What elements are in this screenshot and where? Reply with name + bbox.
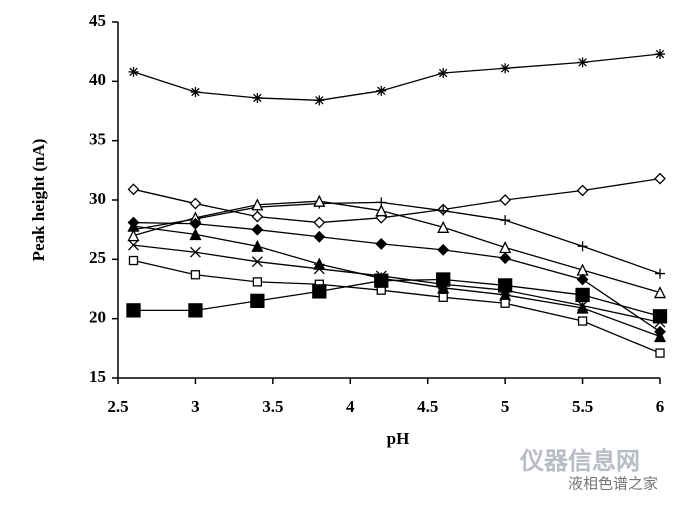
marker — [251, 198, 264, 211]
x-axis-label: pH — [387, 429, 410, 448]
marker — [314, 95, 325, 106]
marker — [250, 293, 265, 309]
marker — [437, 220, 450, 233]
x-tick-label: 4 — [346, 397, 355, 416]
marker — [500, 298, 510, 308]
y-tick-label: 30 — [89, 189, 106, 208]
marker — [312, 284, 327, 299]
marker — [190, 270, 201, 280]
marker — [497, 278, 513, 293]
marker — [655, 49, 665, 60]
marker — [252, 92, 263, 103]
marker — [655, 268, 665, 279]
marker — [251, 239, 264, 252]
marker — [251, 210, 264, 223]
marker — [654, 172, 666, 185]
x-tick-label: 5 — [501, 397, 510, 416]
marker — [500, 215, 511, 226]
marker — [126, 303, 141, 318]
marker — [188, 303, 203, 318]
marker — [438, 292, 448, 302]
marker — [653, 286, 667, 299]
watermark: 仪器信息网 — [519, 447, 640, 475]
marker — [499, 194, 512, 206]
marker — [127, 219, 140, 232]
marker — [190, 87, 201, 98]
marker — [438, 205, 449, 216]
marker — [499, 252, 512, 265]
x-tick-label: 2.5 — [107, 397, 128, 416]
marker — [374, 273, 389, 288]
marker — [653, 330, 667, 343]
x-tick-label: 6 — [656, 397, 665, 416]
marker — [127, 183, 140, 196]
marker — [577, 57, 588, 68]
marker — [313, 216, 326, 229]
marker — [376, 85, 387, 96]
marker — [575, 287, 590, 303]
marker — [577, 316, 588, 326]
marker — [577, 241, 588, 252]
y-tick-label: 40 — [89, 70, 106, 89]
marker — [313, 194, 326, 207]
marker — [576, 184, 589, 197]
x-tick-label: 3 — [191, 397, 200, 416]
y-tick-label: 25 — [89, 248, 106, 267]
marker — [577, 300, 589, 312]
marker — [127, 229, 140, 242]
marker — [436, 272, 451, 287]
x-tick-label: 5.5 — [572, 397, 593, 416]
marker — [500, 63, 511, 74]
marker — [576, 263, 589, 276]
marker — [375, 204, 388, 217]
x-tick-label: 4.5 — [417, 397, 438, 416]
y-tick-label: 20 — [89, 308, 106, 327]
marker — [251, 223, 264, 236]
marker — [313, 263, 325, 275]
marker — [189, 227, 202, 241]
watermark: 液相色谱之家 — [568, 475, 658, 493]
y-axis-label: Peak height (nA) — [29, 139, 48, 262]
y-tick-label: 15 — [89, 367, 106, 386]
marker — [251, 256, 263, 268]
marker — [375, 237, 388, 250]
marker — [576, 273, 589, 286]
marker — [438, 68, 449, 79]
marker — [652, 309, 668, 324]
x-tick-label: 3.5 — [262, 397, 283, 416]
marker — [128, 66, 139, 77]
y-tick-label: 45 — [89, 11, 106, 30]
marker — [313, 257, 326, 270]
marker — [128, 255, 139, 266]
marker — [128, 239, 139, 251]
marker — [437, 243, 450, 256]
marker — [499, 241, 512, 254]
y-tick-label: 35 — [89, 130, 106, 149]
marker — [655, 348, 665, 358]
marker — [189, 246, 201, 258]
marker — [189, 197, 202, 210]
marker — [313, 230, 326, 243]
marker — [252, 277, 263, 287]
